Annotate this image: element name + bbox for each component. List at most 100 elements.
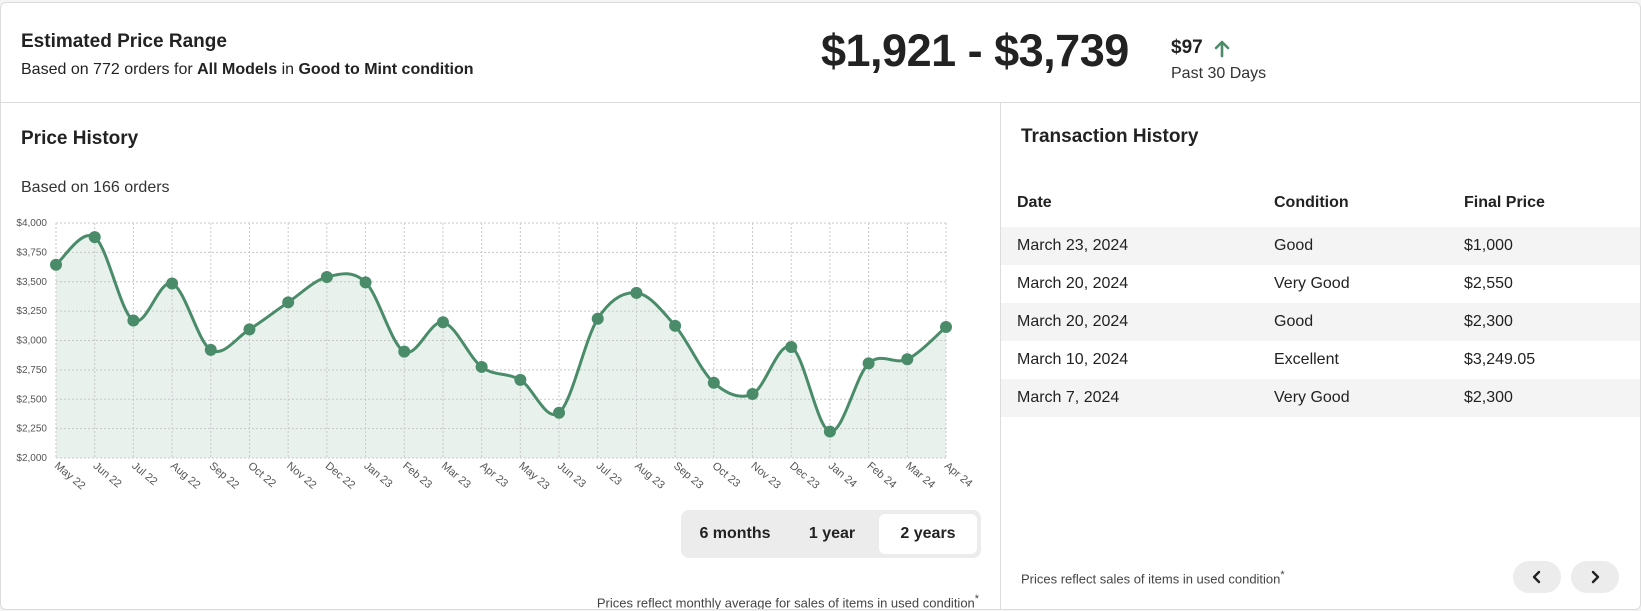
x-tick-label: Feb 23 — [400, 460, 434, 491]
transaction-date: March 20, 2024 — [1017, 275, 1129, 292]
x-tick-label: May 23 — [516, 460, 551, 492]
data-point — [785, 340, 798, 353]
y-tick-label: $3,000 — [16, 336, 47, 347]
table-row: March 20, 2024 Good $2,300 — [1001, 303, 1640, 341]
x-tick-label: Nov 23 — [748, 460, 782, 492]
x-tick-label: Jul 23 — [594, 460, 624, 488]
table-row: March 7, 2024 Very Good $2,300 — [1001, 379, 1640, 417]
transaction-note-text: Prices reflect sales of items in used co… — [1021, 571, 1281, 587]
transaction-price: $2,300 — [1464, 313, 1513, 330]
price-change-value: $97 — [1171, 37, 1203, 58]
data-point — [514, 373, 527, 386]
transaction-history-title: Transaction History — [1021, 126, 1199, 147]
data-point — [901, 353, 914, 366]
transaction-price: $2,550 — [1464, 275, 1513, 292]
transaction-date: March 20, 2024 — [1017, 313, 1129, 330]
data-point — [553, 406, 566, 419]
price-history-orders: Based on 166 orders — [21, 179, 170, 196]
next-page-button[interactable] — [1571, 561, 1619, 593]
y-tick-label: $2,000 — [16, 453, 47, 464]
price-history-note: Prices reflect monthly average for sales… — [596, 593, 979, 610]
price-history-note-text: Prices reflect monthly average for sales… — [596, 595, 975, 610]
range-2-years-button[interactable]: 2 years — [879, 514, 977, 554]
x-tick-label: Apr 24 — [942, 460, 975, 490]
data-point — [282, 296, 295, 309]
x-tick-label: Dec 22 — [323, 460, 357, 492]
y-tick-label: $3,500 — [16, 277, 47, 288]
panel-divider — [1000, 103, 1001, 609]
data-point — [204, 343, 217, 356]
price-series-line — [54, 233, 947, 434]
x-tick-label: Jan 23 — [362, 460, 395, 490]
transaction-condition: Very Good — [1274, 275, 1350, 292]
model-filter: All Models — [197, 61, 278, 78]
y-tick-label: $2,250 — [16, 424, 47, 435]
price-history-note-mark: * — [974, 593, 979, 605]
x-tick-label: Dec 23 — [787, 460, 821, 492]
transaction-condition: Good — [1274, 237, 1314, 254]
x-tick-label: Jun 23 — [555, 460, 588, 490]
transaction-price: $2,300 — [1464, 389, 1513, 406]
column-header-condition: Condition — [1274, 194, 1349, 211]
price-range-value: $1,921 - $3,739 — [821, 25, 1129, 76]
estimated-price-title: Estimated Price Range — [21, 31, 227, 52]
transaction-history-note: Prices reflect sales of items in used co… — [1021, 569, 1285, 586]
subtitle-prefix: Based on 772 orders for — [21, 61, 198, 78]
data-point — [359, 276, 372, 289]
transaction-condition: Excellent — [1274, 351, 1339, 368]
estimated-price-summary: Estimated Price Range Based on 772 order… — [1, 3, 1640, 103]
data-point — [243, 323, 256, 336]
price-history-chart: $2,000 $2,250 $2,500 $2,750 $3,000 $3,250 $3,5… — [16, 218, 975, 492]
data-point — [669, 319, 682, 332]
chevron-right-icon — [1591, 570, 1600, 584]
data-point — [862, 357, 875, 370]
y-tick-label: $3,250 — [16, 306, 47, 317]
condition-filter: Good to Mint condition — [298, 61, 474, 78]
table-row: March 20, 2024 Very Good $2,550 — [1001, 265, 1640, 303]
data-point — [707, 376, 720, 389]
x-tick-label: Sep 23 — [671, 460, 705, 492]
data-point — [88, 231, 101, 244]
time-range-selector: 6 months 1 year 2 years — [681, 510, 981, 558]
transaction-condition: Good — [1274, 313, 1314, 330]
x-tick-label: Sep 22 — [207, 460, 241, 492]
data-point — [398, 345, 411, 358]
x-tick-label: Feb 24 — [865, 460, 899, 491]
column-header-date: Date — [1017, 194, 1052, 211]
x-tick-label: Aug 23 — [632, 460, 666, 492]
price-history-title: Price History — [21, 128, 139, 149]
data-point — [746, 387, 759, 400]
range-1-year-button[interactable]: 1 year — [808, 525, 856, 542]
data-point — [436, 316, 449, 329]
previous-page-button[interactable] — [1513, 561, 1561, 593]
data-point — [166, 277, 179, 290]
transaction-note-mark: * — [1280, 569, 1285, 581]
y-tick-label: $2,500 — [16, 394, 47, 405]
data-point — [127, 314, 140, 327]
x-tick-label: Oct 23 — [710, 460, 743, 490]
data-point — [50, 258, 62, 271]
x-tick-label: Nov 22 — [284, 460, 318, 492]
range-6-months-button[interactable]: 6 months — [699, 525, 771, 542]
price-change-period: Past 30 Days — [1171, 65, 1267, 82]
y-tick-label: $3,750 — [16, 247, 47, 258]
data-point — [940, 320, 952, 333]
price-area-fill — [56, 235, 946, 458]
transaction-price: $3,249.05 — [1464, 351, 1536, 368]
x-tick-label: Oct 22 — [245, 460, 278, 490]
data-point — [475, 360, 488, 373]
x-tick-label: Jun 22 — [91, 460, 124, 490]
transaction-condition: Very Good — [1274, 389, 1350, 406]
arrow-up-icon — [1214, 40, 1230, 58]
data-point — [630, 286, 643, 299]
x-tick-label: Aug 22 — [168, 460, 202, 492]
data-point — [823, 425, 836, 438]
subtitle-mid: in — [277, 61, 299, 78]
data-point — [591, 312, 604, 325]
y-tick-label: $4,000 — [16, 218, 47, 229]
column-header-final-price: Final Price — [1464, 194, 1545, 211]
x-tick-label: Jan 24 — [826, 460, 859, 490]
table-row: March 10, 2024 Excellent $3,249.05 — [1001, 341, 1640, 379]
estimated-price-subtitle: Based on 772 orders for All Models in Go… — [21, 61, 474, 79]
